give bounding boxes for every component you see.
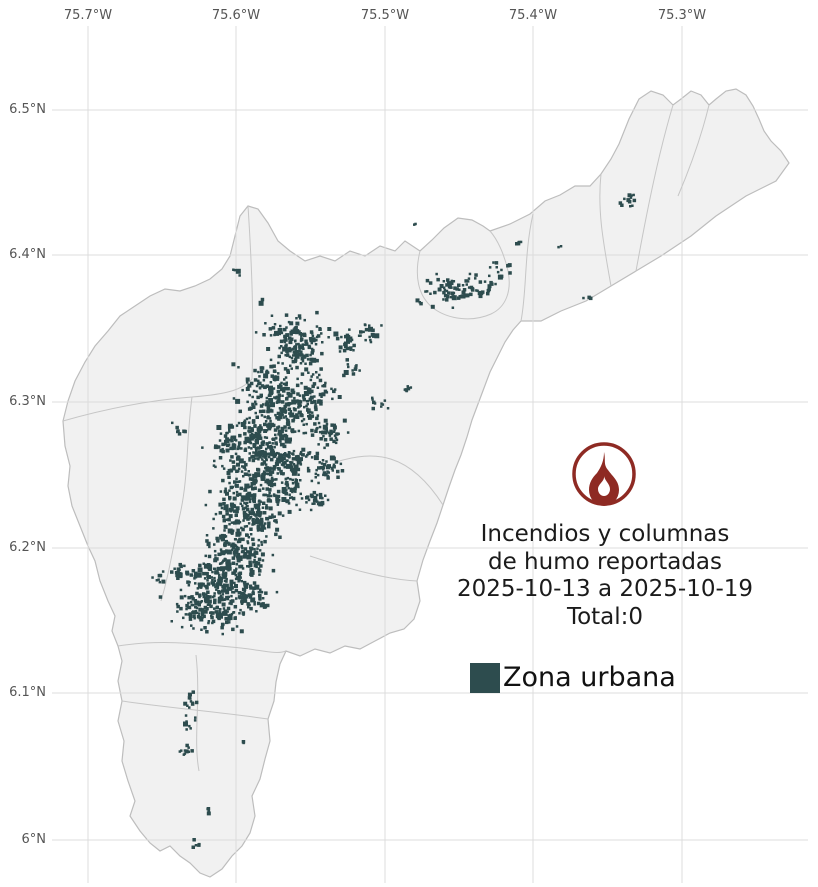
- y-tick-label: 6.3°N: [9, 393, 46, 409]
- y-tick-label: 6.1°N: [9, 684, 46, 700]
- legend-swatch: [470, 662, 500, 693]
- y-tick-label: 6°N: [21, 831, 47, 847]
- y-tick-label: 6.5°N: [9, 101, 46, 117]
- report-annotation: Incendios y columnas de humo reportadas …: [457, 521, 753, 631]
- graticule-grid: [52, 26, 808, 883]
- annotation-line-2: de humo reportadas: [487, 548, 723, 575]
- municipality-borders: [62, 104, 710, 772]
- urban-zone-dots: [151, 193, 637, 849]
- x-tick-label: 75.7°W: [63, 8, 113, 23]
- x-tick-label: 75.4°W: [508, 8, 558, 23]
- annotation-line-3: 2025-10-13 a 2025-10-19: [456, 576, 754, 602]
- x-tick-label: 75.3°W: [657, 8, 707, 23]
- legend: Zona urbana: [470, 662, 676, 693]
- y-tick-label: 6.2°N: [9, 539, 46, 555]
- x-tick-label: 75.5°W: [360, 8, 410, 23]
- legend-label: Zona urbana: [503, 662, 676, 693]
- x-tick-label: 75.6°W: [211, 8, 261, 23]
- fire-icon: [572, 442, 636, 506]
- annotation-total: Total:0: [566, 603, 644, 630]
- y-tick-label: 6.4°N: [9, 246, 46, 262]
- annotation-line-1: Incendios y columnas: [480, 521, 730, 547]
